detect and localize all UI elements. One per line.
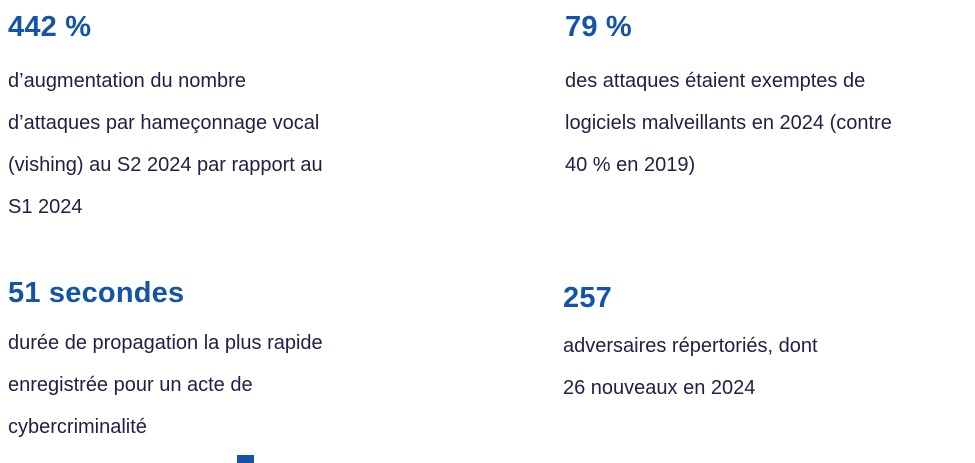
stat-breakout-time-value: 51 secondes xyxy=(8,277,185,309)
stat-adversaries: 257 adversaires répertoriés, dont 26 nou… xyxy=(563,282,963,409)
stat-malware-free-line-3: 40 % en 2019) xyxy=(565,153,696,176)
stat-malware-free: 79 % des attaques étaient exemptes de lo… xyxy=(565,11,975,186)
stat-adversaries-line-1: adversaires répertoriés, dont xyxy=(563,334,818,357)
stat-vishing-line-2: d’attaques par hameçonnage vocal xyxy=(8,111,320,134)
stat-malware-free-line-2: logiciels malveillants en 2024 (contre xyxy=(565,111,892,134)
stat-adversaries-line-2: 26 nouveaux en 2024 xyxy=(563,376,756,399)
stat-adversaries-value: 257 xyxy=(563,282,612,314)
stat-vishing-value: 442 % xyxy=(8,11,92,43)
stat-vishing-line-1: d’augmentation du nombre xyxy=(8,69,246,92)
stat-vishing: 442 % d’augmentation du nombre d’attaque… xyxy=(8,11,468,228)
stat-breakout-time-line-3: cybercriminalité xyxy=(8,415,147,438)
stat-breakout-time: 51 secondes durée de propagation la plus… xyxy=(8,277,488,448)
stat-malware-free-line-1: des attaques étaient exemptes de xyxy=(565,69,866,92)
stat-vishing-line-3: (vishing) au S2 2024 par rapport au xyxy=(8,153,323,176)
cropped-heading-fragment xyxy=(237,455,254,463)
stat-breakout-time-line-1: durée de propagation la plus rapide xyxy=(8,331,323,354)
stat-malware-free-value: 79 % xyxy=(565,11,632,43)
stat-breakout-time-line-2: enregistrée pour un acte de xyxy=(8,373,253,396)
stat-vishing-line-4: S1 2024 xyxy=(8,195,83,218)
